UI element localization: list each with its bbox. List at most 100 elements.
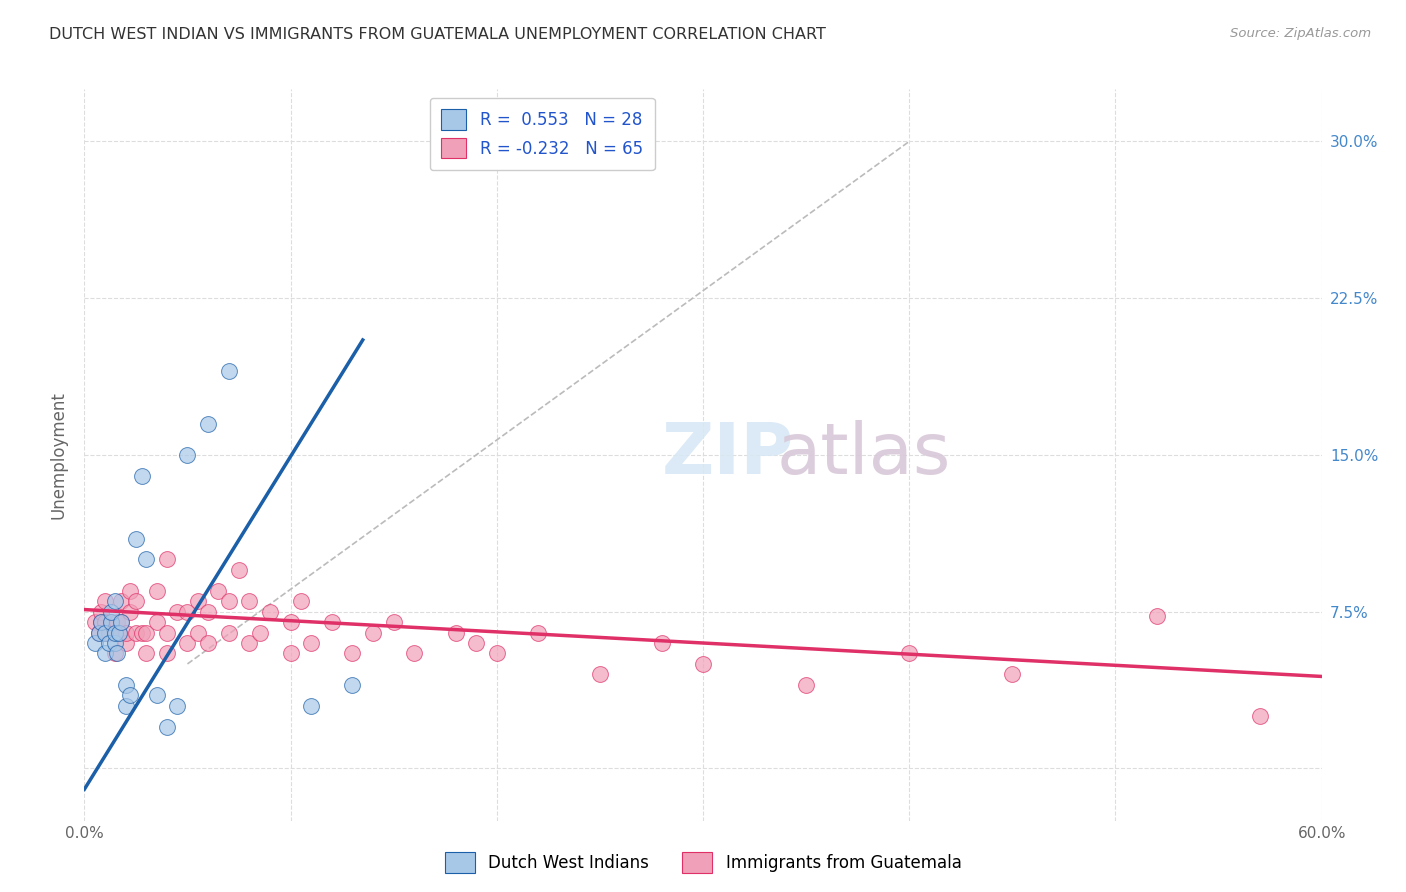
Point [280,615,302,629]
Point [156,647,179,661]
Legend: Dutch West Indians, Immigrants from Guatemala: Dutch West Indians, Immigrants from Guat… [437,846,969,880]
Point [404,647,426,661]
Point [342,647,364,661]
Point [1249,709,1271,723]
Point [342,678,364,692]
Point [131,468,153,483]
Point [104,647,127,661]
Point [444,625,467,640]
Point [104,594,127,608]
Point [176,605,198,619]
Point [794,678,817,692]
Point [118,605,141,619]
Point [692,657,714,671]
Point [110,615,132,629]
Point [104,625,127,640]
Point [94,625,117,640]
Point [94,615,117,629]
Text: Source: ZipAtlas.com: Source: ZipAtlas.com [1230,27,1371,40]
Point [166,698,188,713]
Point [90,615,112,629]
Point [145,583,167,598]
Point [118,583,141,598]
Point [280,647,302,661]
Point [238,594,260,608]
Point [110,615,132,629]
Point [135,647,157,661]
Point [94,647,117,661]
Y-axis label: Unemployment: Unemployment [49,391,67,519]
Point [104,636,127,650]
Point [197,636,219,650]
Point [156,625,179,640]
Point [98,636,121,650]
Point [131,625,153,640]
Point [100,615,122,629]
Point [125,532,148,546]
Point [87,625,110,640]
Text: ZIP: ZIP [662,420,794,490]
Point [156,720,179,734]
Point [1146,608,1168,623]
Legend: R =  0.553   N = 28, R = -0.232   N = 65: R = 0.553 N = 28, R = -0.232 N = 65 [430,97,655,169]
Point [259,605,281,619]
Point [321,615,343,629]
Point [110,594,132,608]
Point [465,636,488,650]
Point [105,647,128,661]
Point [299,698,322,713]
Point [105,615,128,629]
Point [83,636,105,650]
Point [100,615,122,629]
Point [100,605,122,619]
Point [589,667,612,681]
Point [83,615,105,629]
Point [1001,667,1024,681]
Point [485,647,508,661]
Text: atlas: atlas [776,420,950,490]
Point [228,563,250,577]
Point [361,625,384,640]
Point [145,615,167,629]
Point [114,625,136,640]
Point [145,688,167,702]
Point [114,698,136,713]
Point [218,364,240,378]
Point [207,583,229,598]
Point [218,594,240,608]
Point [90,605,112,619]
Point [104,625,127,640]
Text: DUTCH WEST INDIAN VS IMMIGRANTS FROM GUATEMALA UNEMPLOYMENT CORRELATION CHART: DUTCH WEST INDIAN VS IMMIGRANTS FROM GUA… [49,27,827,42]
Point [290,594,312,608]
Point [87,625,110,640]
Point [135,552,157,566]
Point [125,625,148,640]
Point [90,615,112,629]
Point [156,552,179,566]
Point [197,417,219,431]
Point [166,605,188,619]
Point [382,615,405,629]
Point [94,625,117,640]
Point [898,647,921,661]
Point [114,636,136,650]
Point [176,448,198,462]
Point [299,636,322,650]
Point [98,625,121,640]
Point [135,625,157,640]
Point [527,625,550,640]
Point [108,625,131,640]
Point [176,636,198,650]
Point [249,625,271,640]
Point [108,625,131,640]
Point [197,605,219,619]
Point [651,636,673,650]
Point [187,594,209,608]
Point [238,636,260,650]
Point [187,625,209,640]
Point [125,594,148,608]
Point [118,688,141,702]
Point [114,678,136,692]
Point [94,594,117,608]
Point [218,625,240,640]
